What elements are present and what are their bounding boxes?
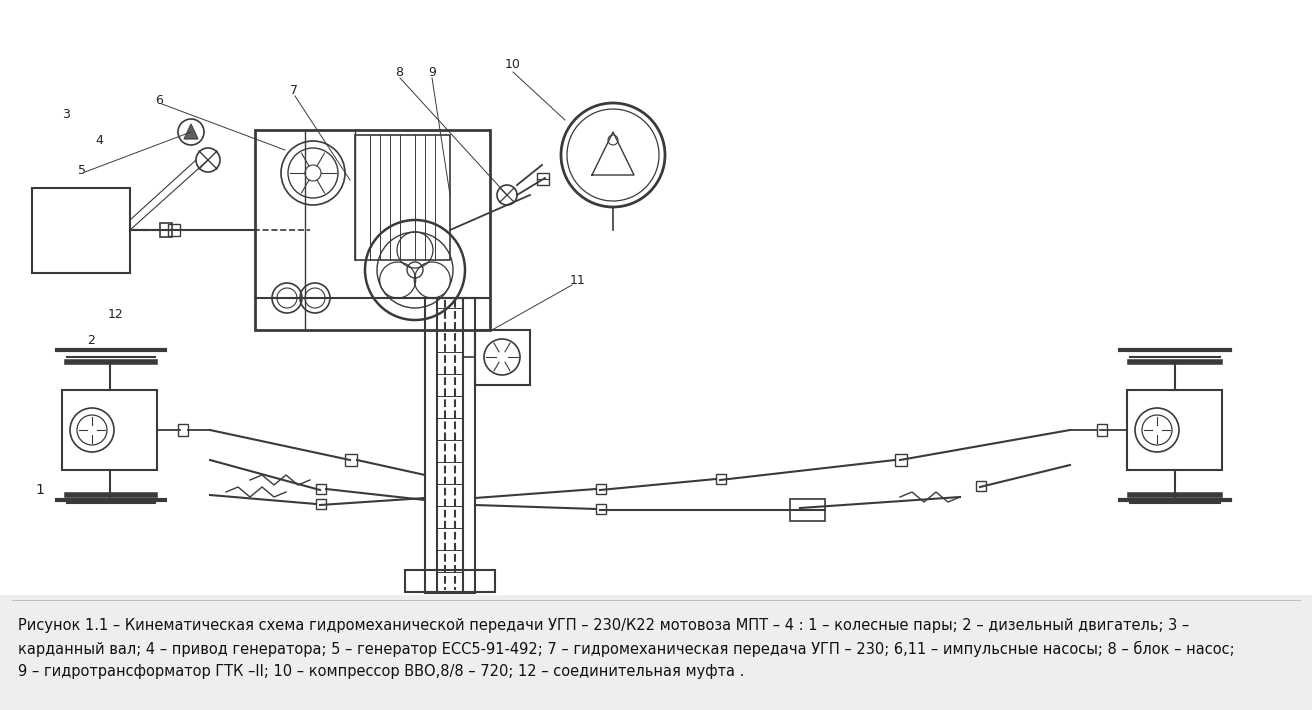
Text: 9 – гидротрансформатор ГТК –II; 10 – компрессор ВВО,8/8 – 720; 12 – соединительн: 9 – гидротрансформатор ГТК –II; 10 – ком… — [18, 664, 744, 679]
Text: 10: 10 — [505, 58, 521, 72]
Bar — [475, 330, 530, 385]
Text: 4: 4 — [94, 133, 102, 146]
Bar — [790, 499, 825, 521]
Text: 3: 3 — [62, 109, 70, 121]
Bar — [0, 595, 1312, 710]
Text: 5: 5 — [77, 163, 87, 177]
Polygon shape — [184, 124, 198, 139]
Bar — [425, 298, 475, 593]
Bar — [62, 390, 157, 470]
Text: 8: 8 — [395, 65, 403, 79]
Text: 9: 9 — [428, 65, 436, 79]
Bar — [1127, 390, 1221, 470]
Text: карданный вал; 4 – привод генератора; 5 – генератор ЕСС5-91-492; 7 – гидромехани: карданный вал; 4 – привод генератора; 5 … — [18, 641, 1235, 657]
Bar — [596, 504, 606, 514]
Text: 6: 6 — [155, 94, 163, 106]
Bar — [316, 484, 325, 494]
Text: 1: 1 — [35, 483, 43, 497]
Bar — [976, 481, 987, 491]
Bar — [716, 474, 726, 484]
Bar — [405, 570, 495, 592]
Bar — [596, 484, 606, 494]
Text: 12: 12 — [108, 309, 123, 322]
Text: 2: 2 — [87, 334, 94, 346]
Bar — [255, 130, 489, 330]
Bar — [537, 173, 548, 185]
Bar — [160, 223, 172, 237]
Text: 11: 11 — [569, 273, 585, 287]
Bar — [356, 135, 450, 260]
Bar — [895, 454, 907, 466]
Bar — [0, 0, 1312, 595]
Bar — [345, 454, 357, 466]
Bar — [178, 424, 188, 436]
Text: Рисунок 1.1 – Кинематическая схема гидромеханической передачи УГП – 230/К22 мото: Рисунок 1.1 – Кинематическая схема гидро… — [18, 618, 1189, 633]
Bar — [316, 499, 325, 509]
Bar — [1097, 424, 1107, 436]
Bar — [31, 188, 130, 273]
Bar — [168, 224, 180, 236]
Text: 7: 7 — [290, 84, 298, 97]
